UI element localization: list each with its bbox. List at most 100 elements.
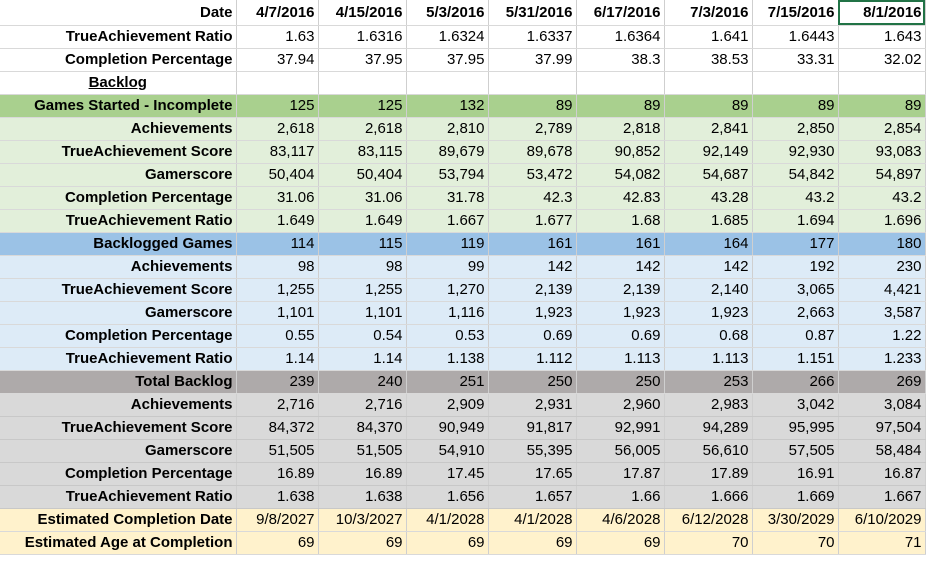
value-cell[interactable]: 0.87 <box>752 324 839 348</box>
value-cell[interactable]: 2,841 <box>664 117 753 141</box>
value-cell[interactable]: 42.83 <box>576 186 665 210</box>
value-cell[interactable]: 230 <box>838 255 926 279</box>
value-cell[interactable]: 1.112 <box>488 347 577 371</box>
value-cell[interactable]: 17.45 <box>406 462 489 486</box>
value-cell[interactable]: 142 <box>576 255 665 279</box>
value-cell[interactable]: 0.68 <box>664 324 753 348</box>
value-cell[interactable]: 142 <box>664 255 753 279</box>
date-cell[interactable]: 6/17/2016 <box>576 0 665 26</box>
value-cell[interactable]: 69 <box>236 531 319 555</box>
row-label[interactable]: Estimated Completion Date <box>0 508 237 532</box>
value-cell[interactable]: 37.99 <box>488 48 577 72</box>
value-cell[interactable]: 2,618 <box>236 117 319 141</box>
value-cell[interactable]: 2,983 <box>664 393 753 417</box>
value-cell[interactable]: 1,255 <box>236 278 319 302</box>
value-cell[interactable]: 70 <box>752 531 839 555</box>
value-cell[interactable]: 92,991 <box>576 416 665 440</box>
value-cell[interactable]: 1.6316 <box>318 25 407 49</box>
row-label[interactable]: Completion Percentage <box>0 186 237 210</box>
value-cell[interactable]: 2,909 <box>406 393 489 417</box>
value-cell[interactable]: 92,930 <box>752 140 839 164</box>
value-cell[interactable]: 1.649 <box>318 209 407 233</box>
value-cell[interactable]: 89 <box>488 94 577 118</box>
value-cell[interactable]: 1,923 <box>576 301 665 325</box>
date-cell[interactable]: 7/15/2016 <box>752 0 839 26</box>
value-cell[interactable]: 3,084 <box>838 393 926 417</box>
value-cell[interactable]: 177 <box>752 232 839 256</box>
value-cell[interactable]: 1.638 <box>318 485 407 509</box>
value-cell[interactable]: 98 <box>318 255 407 279</box>
value-cell[interactable]: 84,372 <box>236 416 319 440</box>
date-cell[interactable]: 4/7/2016 <box>236 0 319 26</box>
value-cell[interactable]: 1.677 <box>488 209 577 233</box>
value-cell[interactable]: 70 <box>664 531 753 555</box>
value-cell[interactable]: 1.6337 <box>488 25 577 49</box>
empty-cell[interactable] <box>236 71 319 95</box>
date-cell-selected[interactable]: 8/1/2016 <box>838 0 926 26</box>
value-cell[interactable]: 57,505 <box>752 439 839 463</box>
value-cell[interactable]: 1,270 <box>406 278 489 302</box>
value-cell[interactable]: 89 <box>576 94 665 118</box>
value-cell[interactable]: 56,005 <box>576 439 665 463</box>
value-cell[interactable]: 95,995 <box>752 416 839 440</box>
value-cell[interactable]: 43.2 <box>838 186 926 210</box>
value-cell[interactable]: 89,678 <box>488 140 577 164</box>
value-cell[interactable]: 251 <box>406 370 489 394</box>
date-cell[interactable]: 7/3/2016 <box>664 0 753 26</box>
value-cell[interactable]: 94,289 <box>664 416 753 440</box>
value-cell[interactable]: 91,817 <box>488 416 577 440</box>
value-cell[interactable]: 2,818 <box>576 117 665 141</box>
empty-cell[interactable] <box>406 71 489 95</box>
value-cell[interactable]: 1.643 <box>838 25 926 49</box>
empty-cell[interactable] <box>752 71 839 95</box>
row-label[interactable]: TrueAchievement Score <box>0 416 237 440</box>
value-cell[interactable]: 56,610 <box>664 439 753 463</box>
value-cell[interactable]: 1.233 <box>838 347 926 371</box>
value-cell[interactable]: 31.06 <box>318 186 407 210</box>
value-cell[interactable]: 90,949 <box>406 416 489 440</box>
row-label[interactable]: TrueAchievement Ratio <box>0 347 237 371</box>
value-cell[interactable]: 16.87 <box>838 462 926 486</box>
value-cell[interactable]: 164 <box>664 232 753 256</box>
empty-cell[interactable] <box>576 71 665 95</box>
value-cell[interactable]: 1.6443 <box>752 25 839 49</box>
value-cell[interactable]: 0.55 <box>236 324 319 348</box>
value-cell[interactable]: 115 <box>318 232 407 256</box>
value-cell[interactable]: 1.685 <box>664 209 753 233</box>
value-cell[interactable]: 1.694 <box>752 209 839 233</box>
value-cell[interactable]: 2,931 <box>488 393 577 417</box>
value-cell[interactable]: 1.6324 <box>406 25 489 49</box>
row-label[interactable]: Gamerscore <box>0 439 237 463</box>
value-cell[interactable]: 1.669 <box>752 485 839 509</box>
value-cell[interactable]: 3,042 <box>752 393 839 417</box>
date-cell[interactable]: 4/15/2016 <box>318 0 407 26</box>
value-cell[interactable]: 4,421 <box>838 278 926 302</box>
value-cell[interactable]: 33.31 <box>752 48 839 72</box>
value-cell[interactable]: 43.28 <box>664 186 753 210</box>
value-cell[interactable]: 50,404 <box>236 163 319 187</box>
value-cell[interactable]: 51,505 <box>318 439 407 463</box>
value-cell[interactable]: 119 <box>406 232 489 256</box>
row-label[interactable]: Completion Percentage <box>0 48 237 72</box>
value-cell[interactable]: 54,842 <box>752 163 839 187</box>
value-cell[interactable]: 250 <box>488 370 577 394</box>
value-cell[interactable]: 1.22 <box>838 324 926 348</box>
row-label[interactable]: TrueAchievement Ratio <box>0 485 237 509</box>
value-cell[interactable]: 1.66 <box>576 485 665 509</box>
empty-cell[interactable] <box>318 71 407 95</box>
value-cell[interactable]: 10/3/2027 <box>318 508 407 532</box>
value-cell[interactable]: 54,687 <box>664 163 753 187</box>
value-cell[interactable]: 192 <box>752 255 839 279</box>
value-cell[interactable]: 1.14 <box>318 347 407 371</box>
value-cell[interactable]: 84,370 <box>318 416 407 440</box>
value-cell[interactable]: 37.95 <box>406 48 489 72</box>
value-cell[interactable]: 1.6364 <box>576 25 665 49</box>
value-cell[interactable]: 1.113 <box>576 347 665 371</box>
value-cell[interactable]: 93,083 <box>838 140 926 164</box>
value-cell[interactable]: 89,679 <box>406 140 489 164</box>
value-cell[interactable]: 1.667 <box>838 485 926 509</box>
value-cell[interactable]: 2,663 <box>752 301 839 325</box>
value-cell[interactable]: 253 <box>664 370 753 394</box>
value-cell[interactable]: 43.2 <box>752 186 839 210</box>
row-label[interactable]: Achievements <box>0 255 237 279</box>
